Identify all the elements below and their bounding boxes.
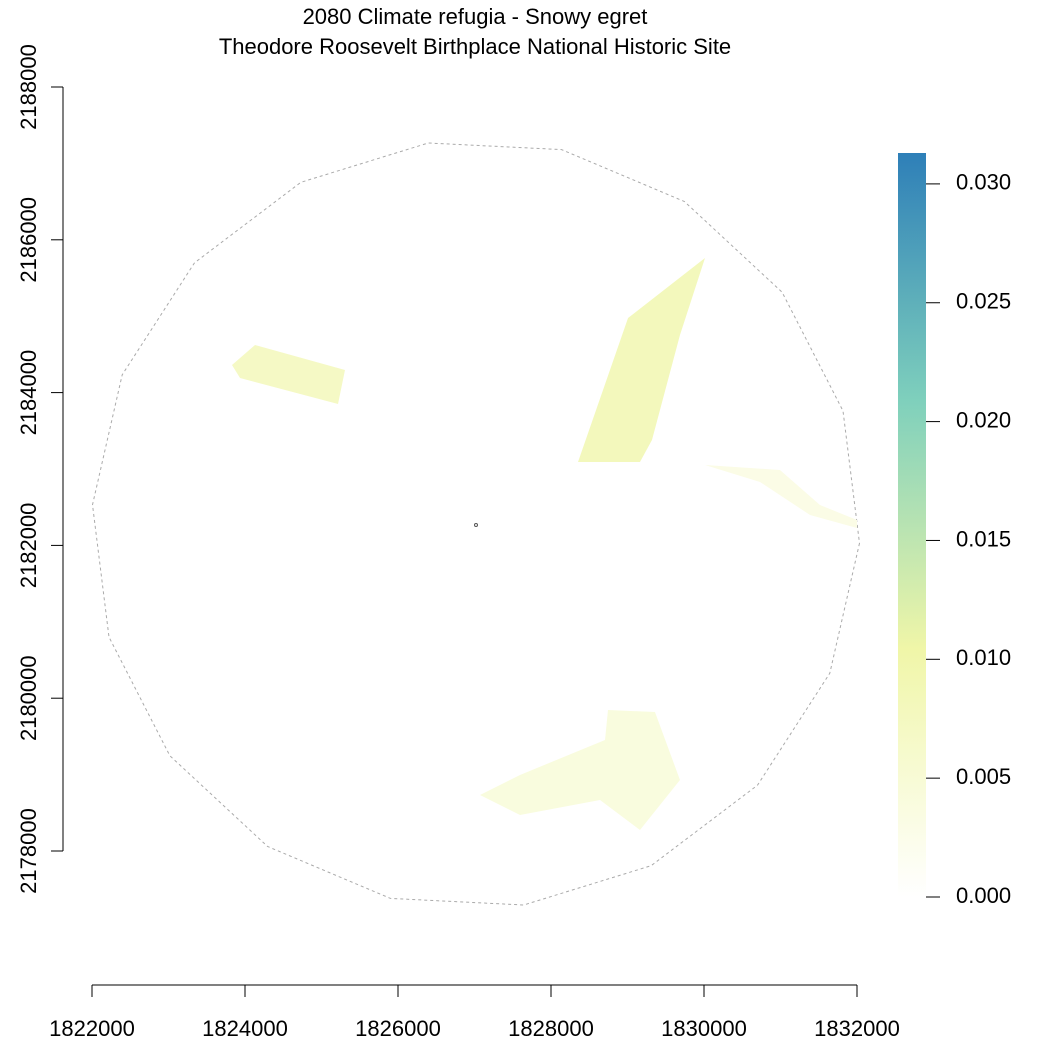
refugia-patch	[704, 465, 857, 528]
colorbar-tick-label: 0.015	[956, 526, 1011, 551]
chart-title: 2080 Climate refugia - Snowy egret	[303, 4, 648, 29]
y-tick-label: 2180000	[16, 655, 41, 741]
colorbar-tick-label: 0.030	[956, 170, 1011, 195]
refugia-patch	[480, 709, 680, 830]
colorbar-tick-label: 0.005	[956, 764, 1011, 789]
colorbar-tick-label: 0.010	[956, 645, 1011, 670]
colorbar	[898, 153, 926, 897]
colorbar-tick-label: 0.025	[956, 289, 1011, 314]
y-tick-label: 2178000	[16, 808, 41, 894]
y-tick-label: 2188000	[16, 44, 41, 130]
site-marker	[474, 523, 478, 527]
colorbar-tick-label: 0.020	[956, 407, 1011, 432]
x-tick-label: 1822000	[49, 1016, 135, 1041]
refugia-patch	[231, 345, 345, 404]
colorbar-tick-label: 0.000	[956, 883, 1011, 908]
x-tick-label: 1824000	[202, 1016, 288, 1041]
y-tick-label: 2186000	[16, 197, 41, 283]
y-tick-label: 2184000	[16, 350, 41, 436]
park-buffer	[91, 142, 861, 906]
x-tick-label: 1826000	[355, 1016, 441, 1041]
x-tick-label: 1832000	[814, 1016, 900, 1041]
chart-subtitle: Theodore Roosevelt Birthplace National H…	[219, 34, 731, 59]
x-tick-label: 1830000	[661, 1016, 747, 1041]
y-tick-label: 2182000	[16, 503, 41, 589]
refugia-patch	[578, 257, 705, 462]
x-tick-label: 1828000	[508, 1016, 594, 1041]
